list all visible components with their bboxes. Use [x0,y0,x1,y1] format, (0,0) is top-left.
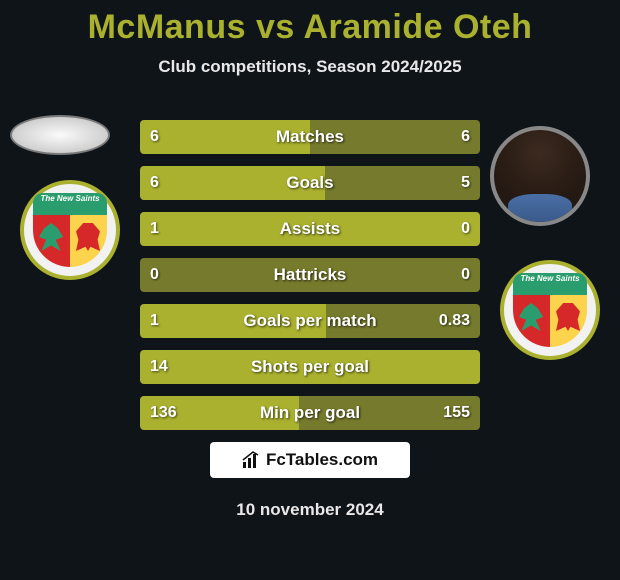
stat-row: 00Hattricks [140,258,480,292]
stat-label: Hattricks [140,265,480,285]
player-left-avatar [10,115,110,155]
stat-label: Goals per match [140,311,480,331]
date-caption: 10 november 2024 [0,500,620,520]
brand-chart-icon [242,451,260,469]
brand-text: FcTables.com [266,450,378,470]
stat-row: 66Matches [140,120,480,154]
stat-label: Min per goal [140,403,480,423]
stats-comparison-bars: 66Matches 65Goals 10Assists 00Hattricks 10.8… [140,120,480,442]
club-banner-text: The New Saints [33,193,107,215]
club-shield-right [550,295,587,347]
stat-row: 10.83Goals per match [140,304,480,338]
page-title: McManus vs Aramide Oteh [0,0,620,47]
stat-label: Shots per goal [140,357,480,377]
stat-label: Matches [140,127,480,147]
player-left-club-badge: The New Saints [20,180,120,280]
club-banner-text: The New Saints [513,273,587,295]
stat-row: 14Shots per goal [140,350,480,384]
page-subtitle: Club competitions, Season 2024/2025 [0,57,620,77]
club-shield-left [513,295,550,347]
stat-row: 65Goals [140,166,480,200]
player-right-avatar [490,126,590,226]
stat-row: 136155Min per goal [140,396,480,430]
player-right-club-badge: The New Saints [500,260,600,360]
club-shield-left [33,215,70,267]
stat-label: Assists [140,219,480,239]
stat-label: Goals [140,173,480,193]
club-shield-right [70,215,107,267]
stat-row: 10Assists [140,212,480,246]
brand-badge: FcTables.com [210,442,410,478]
